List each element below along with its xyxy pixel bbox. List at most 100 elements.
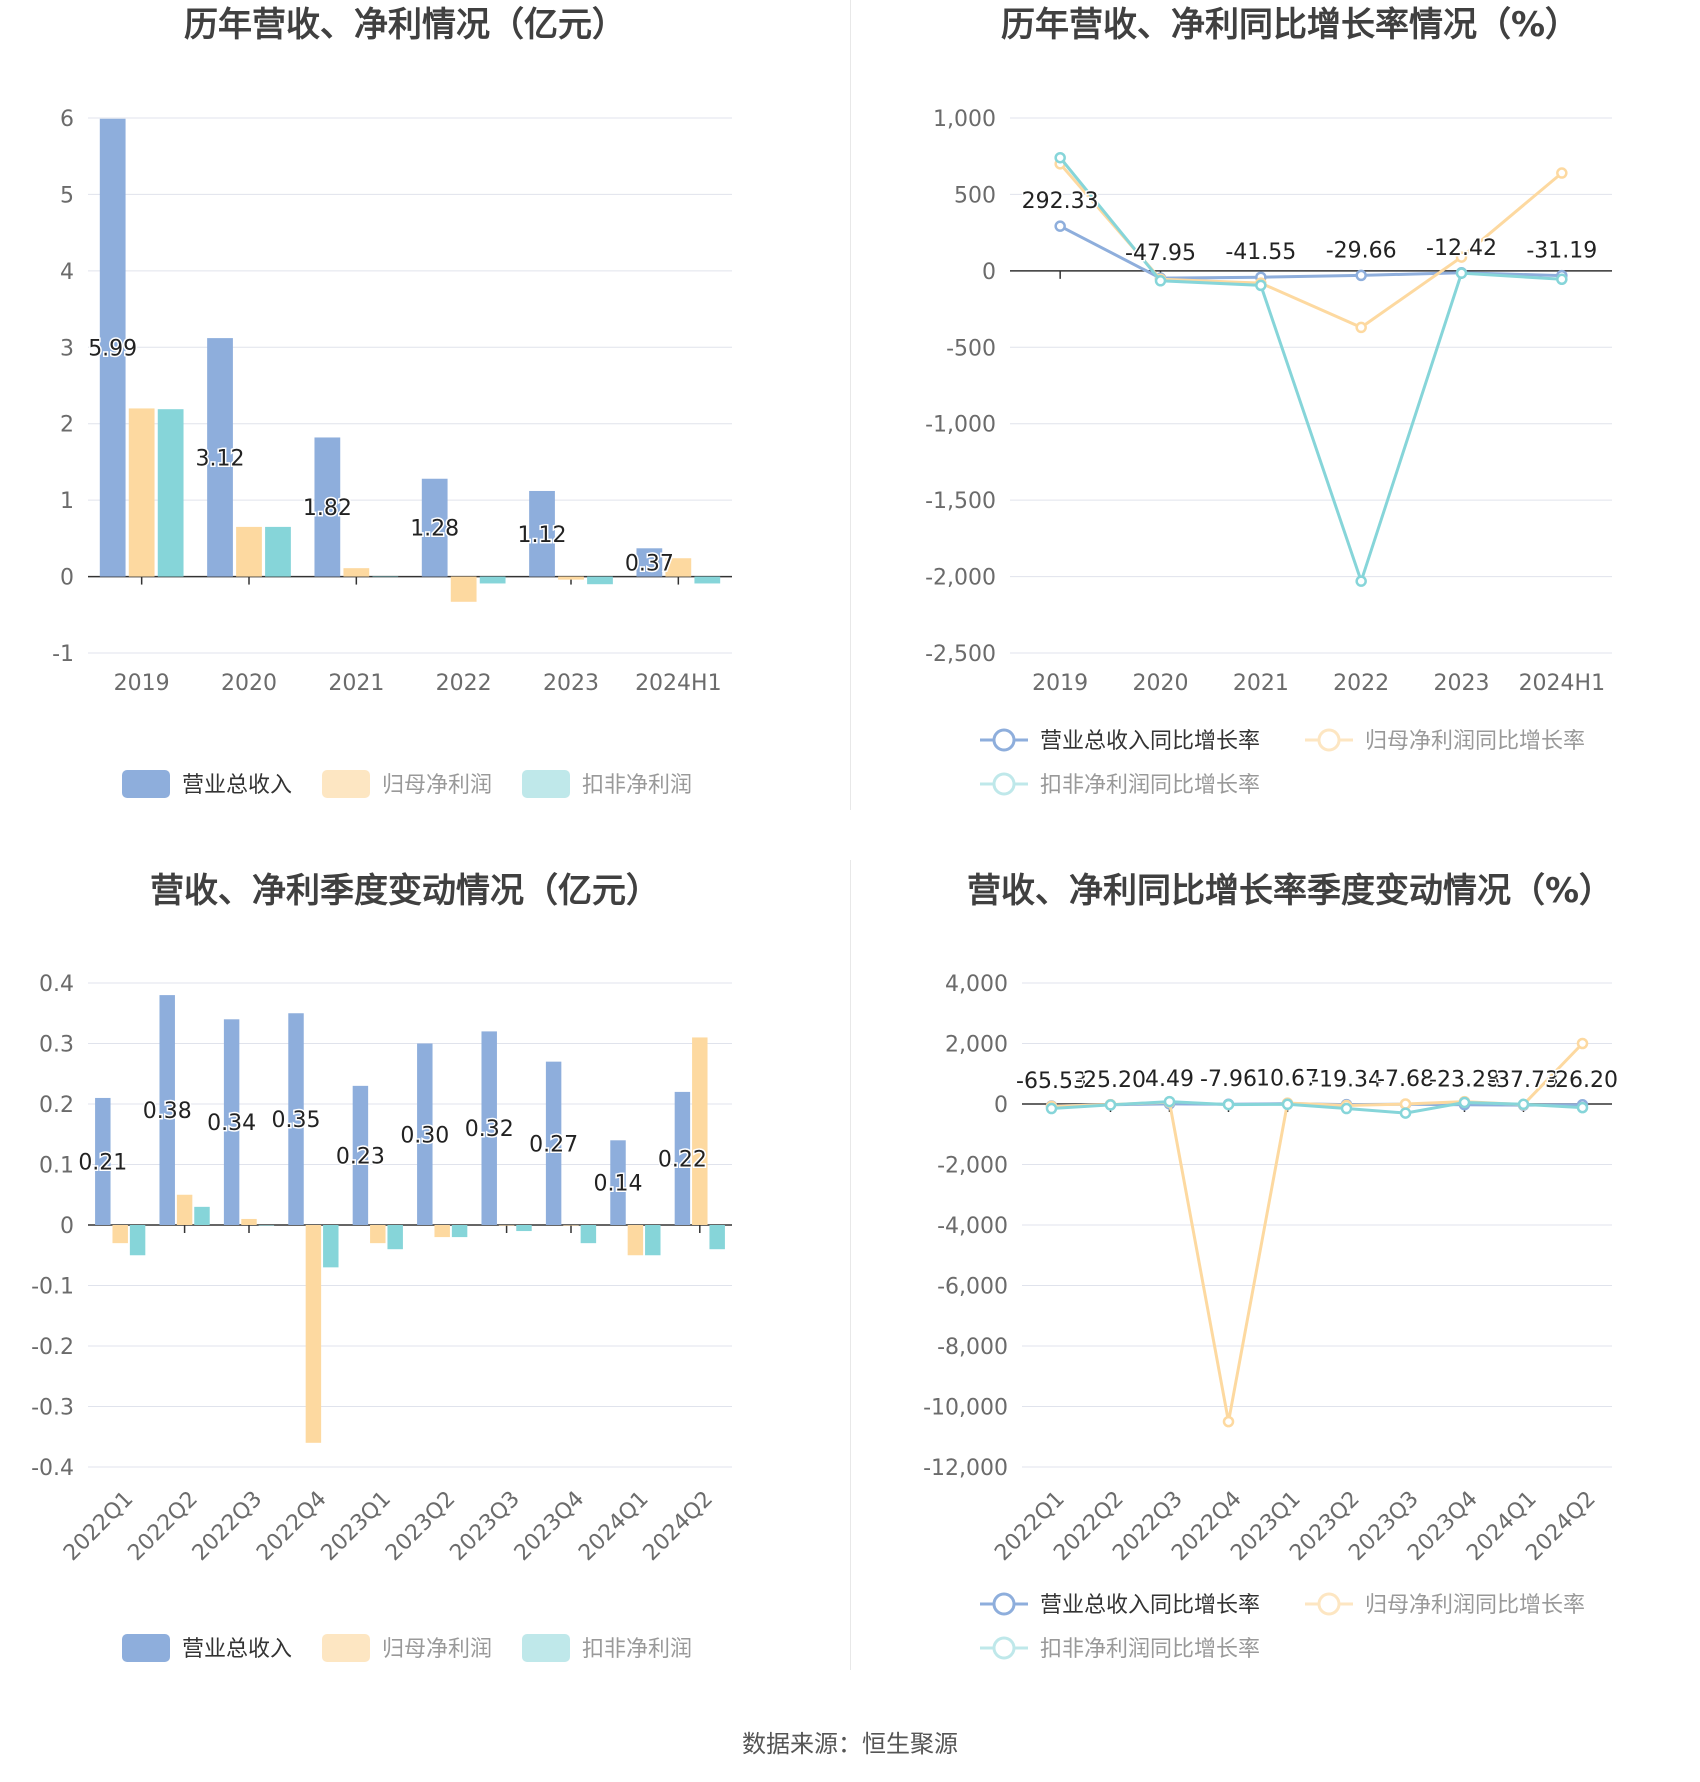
point-value-label: 10.67 [1256, 1067, 1319, 1092]
point-value-label: -37.73 [1488, 1068, 1559, 1093]
x-tick-label: 2019 [1032, 671, 1088, 696]
bar-deducted-profit [479, 576, 506, 584]
point-value-label: -41.55 [1225, 240, 1296, 265]
legend-swatch [122, 770, 170, 798]
bar-deducted-profit [587, 576, 613, 585]
x-tick-label: 2023Q4 [510, 1487, 589, 1566]
chart-title: 历年营收、净利情况（亿元） [184, 5, 626, 45]
series-point [1154, 275, 1167, 287]
series-point [1355, 269, 1367, 282]
bar-value-label: 0.30 [400, 1123, 449, 1148]
y-tick-label: -0.3 [31, 1396, 74, 1421]
point-value-label: 4.49 [1145, 1067, 1194, 1092]
x-tick-label: 2024H1 [635, 671, 722, 696]
bar-deducted-profit [323, 1225, 339, 1268]
bar-net-profit [563, 1225, 579, 1226]
bar-revenue [223, 1019, 240, 1225]
series-point [1222, 1098, 1235, 1111]
series-point [1455, 251, 1468, 263]
bar-revenue [99, 118, 126, 577]
bar-deducted-profit [451, 1225, 468, 1238]
bar-net-profit [450, 576, 477, 602]
y-tick-label: 1,000 [933, 107, 996, 132]
point-value-label: -31.19 [1526, 239, 1597, 264]
y-tick-label: 2,000 [945, 1033, 1008, 1058]
bar-value-label: 0.23 [336, 1144, 385, 1169]
series-line-net-profit [1051, 1042, 1584, 1422]
chart-title: 营收、净利同比增长率季度变动情况（%） [967, 871, 1613, 911]
quarterly-growth-rate-chart: 营收、净利同比增长率季度变动情况（%） -12,000 -10,000 -8,000 -… [923, 871, 1619, 1662]
bar-revenue [674, 1091, 691, 1225]
series-point [1399, 1098, 1412, 1110]
y-tick-label: 2 [60, 413, 74, 438]
y-tick-label: 0 [60, 1214, 74, 1239]
bar-revenue [545, 1061, 562, 1225]
y-tick-label: 0 [994, 1093, 1008, 1118]
legend-label: 扣非净利润 [582, 1637, 692, 1662]
bar-net-profit [434, 1225, 450, 1238]
legend-label: 营业总收入同比增长率 [1040, 1593, 1260, 1618]
point-value-label: -25.20 [1075, 1068, 1146, 1093]
x-tick-label: 2023Q3 [445, 1487, 524, 1566]
bar-net-profit [558, 576, 584, 580]
legend-label: 扣非净利润 [582, 773, 692, 798]
x-tick-label: 2022 [1333, 671, 1389, 696]
y-tick-label: 0.1 [39, 1154, 74, 1179]
legend-swatch [322, 1634, 370, 1662]
bar-net-profit [305, 1225, 322, 1443]
bar-revenue [421, 478, 448, 577]
bar-deducted-profit [387, 1225, 403, 1250]
series-point [1045, 1102, 1058, 1115]
bar-value-label: 1.82 [303, 496, 352, 521]
y-tick-label: -4,000 [937, 1214, 1008, 1239]
series-point [1458, 1096, 1471, 1109]
legend-label: 营业总收入 [182, 773, 292, 798]
y-tick-label: 1 [60, 489, 74, 514]
point-value-label: -12.42 [1426, 236, 1497, 261]
bar-value-label: 1.12 [518, 523, 567, 548]
series-line-deducted-profit [1051, 1100, 1583, 1115]
annual-revenue-profit-chart: 历年营收、净利情况（亿元） -1 0 1 2 3 4 5 6 2019 2020 2021 2022 20… [52, 5, 732, 798]
legend-label: 归母净利润同比增长率 [1365, 1593, 1585, 1618]
bar-net-profit [627, 1225, 644, 1256]
bar-net-profit [665, 558, 692, 577]
legend-marker [992, 1636, 1016, 1660]
x-tick-label: 2020 [221, 671, 277, 696]
y-tick-label: 0.4 [39, 972, 74, 997]
legend-marker [992, 772, 1016, 796]
bar-value-label: 1.28 [410, 517, 459, 542]
y-tick-label: -6,000 [937, 1275, 1008, 1300]
x-tick-label: 2022Q3 [188, 1487, 267, 1566]
bar-revenue [352, 1085, 369, 1225]
bar-value-label: 3.12 [196, 446, 245, 471]
chart-title: 营收、净利季度变动情况（亿元） [150, 871, 660, 911]
y-tick-label: -2,000 [937, 1154, 1008, 1179]
y-tick-label: -0.2 [31, 1335, 74, 1360]
bar-value-label: 0.35 [272, 1108, 321, 1133]
point-value-label: -26.20 [1547, 1068, 1618, 1093]
vertical-divider-top [850, 0, 851, 810]
x-tick-label: 2023 [543, 671, 599, 696]
y-tick-label: -0.1 [31, 1275, 74, 1300]
chart-title: 历年营收、净利同比增长率情况（%） [1001, 5, 1579, 45]
legend-swatch [522, 770, 570, 798]
y-tick-label: 0 [982, 260, 996, 285]
y-tick-label: 6 [60, 107, 74, 132]
legend-swatch [522, 1634, 570, 1662]
bar-net-profit [498, 1225, 515, 1226]
point-value-label: -7.96 [1200, 1067, 1257, 1092]
y-tick-label: -8,000 [937, 1335, 1008, 1360]
bar-revenue [610, 1140, 626, 1225]
point-value-label: -19.34 [1311, 1068, 1382, 1093]
series-point [1355, 321, 1367, 334]
legend-label: 归母净利润 [382, 1637, 492, 1662]
series-point [1556, 273, 1568, 286]
legend-marker [1317, 728, 1341, 752]
bar-value-label: 0.14 [594, 1172, 643, 1197]
bar-revenue [529, 490, 555, 577]
bar-value-label: 0.22 [658, 1147, 707, 1172]
legend-label: 归母净利润同比增长率 [1365, 729, 1585, 754]
bar-deducted-profit [194, 1206, 210, 1225]
annual-growth-rate-chart: 历年营收、净利同比增长率情况（%） -2,500 -2,000 -1,500 -1,00… [925, 5, 1612, 798]
